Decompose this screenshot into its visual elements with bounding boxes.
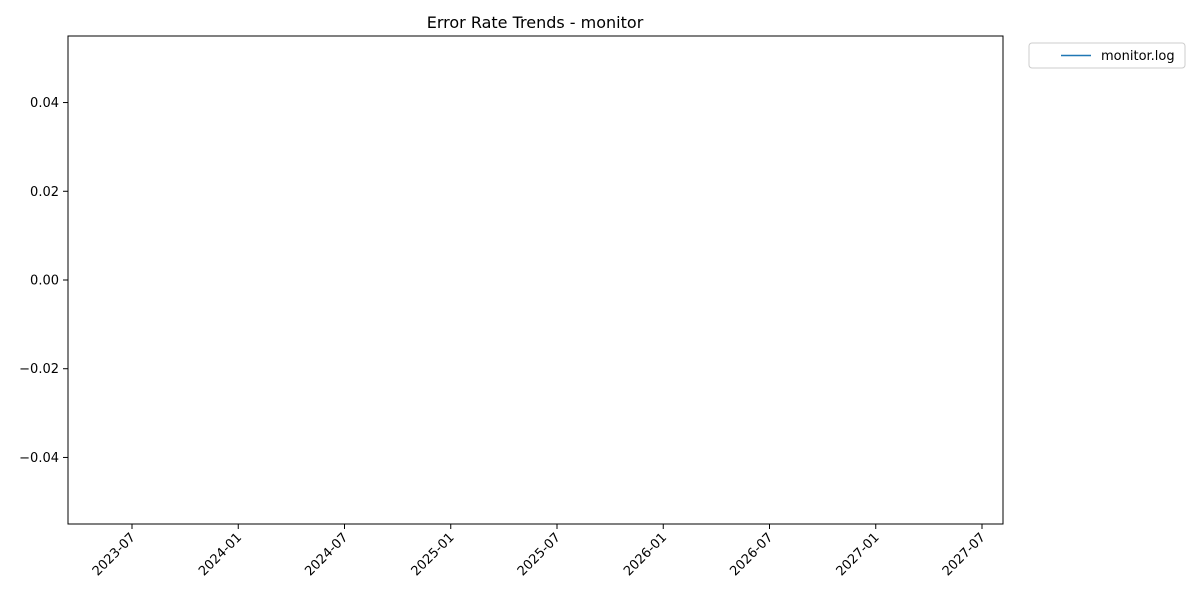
legend-box (1028, 42, 1186, 69)
y-tick-label: 0.02 (30, 185, 59, 200)
y-tick-label: −0.02 (19, 362, 59, 377)
y-tick-label: 0.00 (30, 274, 59, 289)
chart-title: Error Rate Trends - monitor (427, 13, 644, 32)
y-tick-label: −0.04 (19, 451, 59, 466)
y-tick-label: 0.04 (30, 96, 59, 111)
legend: monitor.log (1028, 42, 1186, 69)
y-axis: 0.04 0.02 0.00 −0.02 −0.04 (19, 96, 68, 466)
legend-series-label: monitor.log (1101, 49, 1175, 64)
